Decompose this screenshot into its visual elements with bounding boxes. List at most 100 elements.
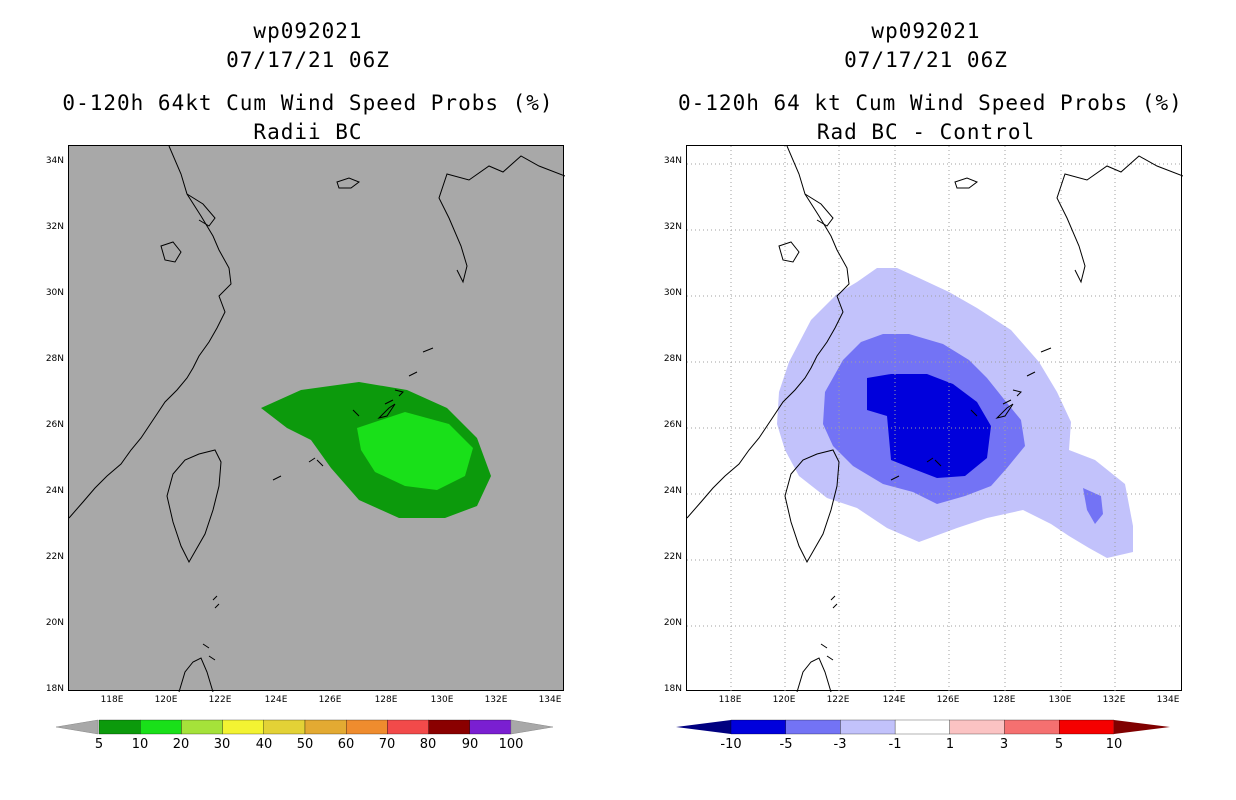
- colorbar-above-arrow: [1114, 720, 1170, 734]
- colorbar-cell: [222, 719, 264, 735]
- colorbar-label: 40: [255, 737, 273, 752]
- colorbar-cell: [730, 719, 786, 735]
- lon-label: 132E: [484, 695, 508, 705]
- colorbar-cell: [140, 719, 182, 735]
- colorbar-label: 5: [1054, 737, 1064, 752]
- colorbar-label: 5: [94, 737, 104, 752]
- jeju-island: [336, 177, 361, 189]
- lat-label: 28N: [45, 354, 64, 364]
- colorbar-label: 70: [378, 737, 396, 752]
- colorbar-label: 90: [461, 737, 479, 752]
- lon-label: 132E: [1102, 695, 1126, 705]
- lat-label: 24N: [45, 486, 64, 496]
- shanghai-coast: [186, 193, 216, 227]
- colorbar-label: 50: [296, 737, 314, 752]
- lon-label: 134E: [1156, 695, 1180, 705]
- lon-label: 126E: [936, 695, 960, 705]
- lat-label: 22N: [663, 552, 682, 562]
- right-subtitle: Rad BC - Control: [816, 120, 1036, 144]
- left-title: 0-120h 64kt Cum Wind Speed Probs (%): [62, 91, 554, 115]
- luzon-coastline: [796, 657, 832, 692]
- diff-minus5-minus10-area: [867, 374, 991, 478]
- lat-label: 22N: [45, 552, 64, 562]
- prob-10-20-area: [357, 412, 473, 490]
- diff-minus3-minus5-east-spot: [1083, 488, 1103, 524]
- china-coastline: [69, 146, 232, 519]
- lon-label: 128E: [374, 695, 398, 705]
- colorbar-label: 10: [1105, 737, 1123, 752]
- colorbar-label: 3: [999, 737, 1009, 752]
- lat-label: 20N: [663, 618, 682, 628]
- colorbar-label: -1: [888, 737, 902, 752]
- colorbar-label: 10: [131, 737, 149, 752]
- colorbar-cell: [346, 719, 388, 735]
- left-subtitle: Radii BC: [253, 120, 363, 144]
- colorbar-cell: [1059, 719, 1115, 735]
- kyushu-coastline: [438, 155, 565, 284]
- lat-label: 26N: [45, 420, 64, 430]
- colorbar-cell: [98, 719, 141, 735]
- right-title: 0-120h 64 kt Cum Wind Speed Probs (%): [678, 91, 1183, 115]
- colorbar-label: 100: [498, 737, 524, 752]
- colorbar-cell: [304, 719, 347, 735]
- lon-label: 118E: [100, 695, 124, 705]
- okinawa-island: [377, 403, 396, 419]
- left-map-panel: [68, 145, 565, 692]
- yangtze-lake: [160, 241, 182, 263]
- lat-label: 34N: [45, 156, 64, 166]
- colorbar-label: 1: [945, 737, 955, 752]
- lon-label: 130E: [430, 695, 454, 705]
- kyushu-coastline: [1056, 155, 1183, 284]
- ryukyu-islands: [890, 347, 1052, 481]
- colorbar-label: 60: [337, 737, 355, 752]
- right-storm-id: wp092021: [871, 19, 981, 43]
- colorbar-cell: [469, 719, 512, 735]
- lat-label: 20N: [45, 618, 64, 628]
- lat-label: 32N: [663, 222, 682, 232]
- lon-label: 120E: [772, 695, 796, 705]
- china-coastline: [687, 146, 850, 519]
- right-colorbar: [676, 719, 1170, 735]
- right-map-panel: [686, 145, 1183, 692]
- colorbar-label: -3: [833, 737, 847, 752]
- colorbar-cell: [785, 719, 841, 735]
- colorbar-label: -10: [720, 737, 742, 752]
- taiwan-coastline: [166, 449, 222, 564]
- taiwan-coastline: [784, 449, 840, 564]
- lat-label: 24N: [663, 486, 682, 496]
- ryukyu-islands: [272, 347, 434, 481]
- colorbar-label: 20: [172, 737, 190, 752]
- batanes-islands: [202, 595, 220, 661]
- luzon-coastline: [178, 657, 214, 692]
- left-datetime: 07/17/21 06Z: [226, 48, 390, 72]
- lon-label: 126E: [318, 695, 342, 705]
- colorbar-cell: [949, 719, 1005, 735]
- colorbar-below-arrow: [56, 719, 99, 735]
- lon-label: 122E: [208, 695, 232, 705]
- colorbar-above-arrow: [510, 719, 554, 735]
- colorbar-cell: [1004, 719, 1060, 735]
- colorbar-label: -5: [779, 737, 793, 752]
- lon-label: 122E: [826, 695, 850, 705]
- lon-label: 128E: [992, 695, 1016, 705]
- lon-label: 130E: [1048, 695, 1072, 705]
- yangtze-lake: [778, 241, 800, 263]
- colorbar-label: 80: [419, 737, 437, 752]
- left-colorbar: [56, 719, 554, 735]
- lat-label: 30N: [663, 288, 682, 298]
- jeju-island: [954, 177, 979, 189]
- lat-label: 28N: [663, 354, 682, 364]
- right-datetime: 07/17/21 06Z: [844, 48, 1008, 72]
- lon-label: 134E: [538, 695, 562, 705]
- colorbar-cell: [263, 719, 306, 735]
- lat-label: 32N: [45, 222, 64, 232]
- lon-label: 120E: [154, 695, 178, 705]
- colorbar-cell: [840, 719, 896, 735]
- lat-label: 18N: [45, 684, 64, 694]
- lon-label: 124E: [264, 695, 288, 705]
- lat-label: 18N: [663, 684, 682, 694]
- lat-label: 34N: [663, 156, 682, 166]
- colorbar-cell: [181, 719, 223, 735]
- left-storm-id: wp092021: [253, 19, 363, 43]
- colorbar-label: 30: [213, 737, 231, 752]
